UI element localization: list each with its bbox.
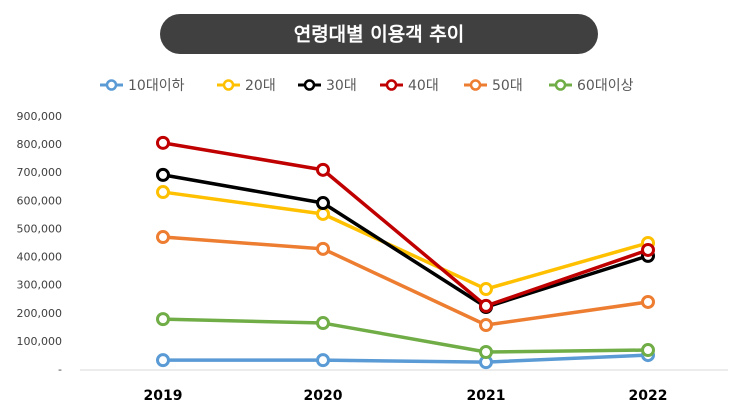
y-tick-label: 200,000	[17, 307, 63, 320]
series-line	[162, 173, 649, 309]
x-tick-label: 2019	[144, 388, 183, 404]
point	[316, 316, 330, 331]
point	[316, 196, 330, 211]
legend-marker	[385, 79, 398, 91]
point	[479, 345, 493, 360]
point	[479, 298, 493, 313]
legend-label: 50대	[492, 78, 523, 94]
y-tick-label: 500,000	[17, 222, 63, 235]
point	[156, 185, 170, 200]
y-tick-label: 700,000	[17, 166, 63, 179]
point	[316, 353, 330, 368]
series-line	[162, 141, 649, 308]
y-tick-label: 400,000	[17, 251, 63, 264]
point	[156, 353, 170, 368]
series-line	[162, 190, 649, 291]
point	[316, 241, 330, 256]
legend-label: 40대	[408, 78, 439, 94]
point	[316, 206, 330, 221]
y-tick-label: 300,000	[17, 279, 63, 292]
x-tick-label: 2021	[467, 388, 506, 404]
legend-marker	[303, 79, 316, 91]
point	[316, 162, 330, 177]
y-tick-label: 800,000	[17, 138, 63, 151]
point	[156, 230, 170, 245]
legend-marker	[469, 79, 482, 91]
point	[641, 242, 655, 257]
legend-marker	[222, 79, 235, 91]
chart-title: 연령대별 이용객 추이	[294, 24, 465, 46]
y-tick-label: 600,000	[17, 194, 63, 207]
legend-label: 10대이하	[128, 78, 185, 94]
point	[641, 343, 655, 358]
legend-marker	[105, 79, 118, 91]
legend-label: 60대이상	[577, 78, 634, 94]
x-tick-label: 2020	[304, 388, 343, 404]
point	[479, 282, 493, 297]
title-pill	[160, 14, 598, 54]
point	[156, 135, 170, 150]
series-line	[162, 235, 649, 327]
point	[641, 294, 655, 309]
point	[156, 312, 170, 327]
y-tick-label: -	[58, 363, 62, 376]
point	[156, 167, 170, 182]
legend-label: 30대	[326, 78, 357, 94]
legend-label: 20대	[245, 78, 276, 94]
series-line	[162, 317, 649, 354]
y-tick-label: 100,000	[17, 335, 63, 348]
x-tick-label: 2022	[629, 388, 668, 404]
legend-marker	[554, 79, 567, 91]
point	[479, 318, 493, 333]
y-tick-label: 900,000	[17, 110, 63, 123]
series-line	[163, 353, 649, 364]
